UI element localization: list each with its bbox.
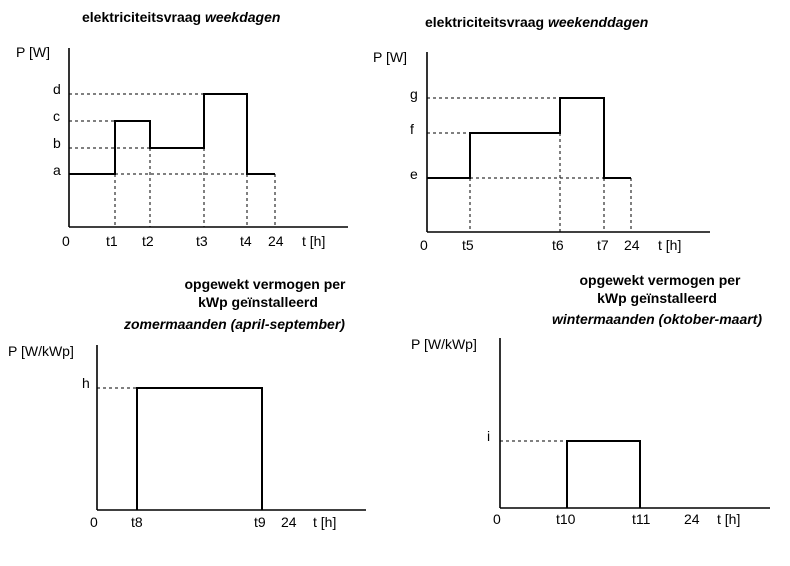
tick-24c: 24 [281, 514, 297, 530]
diagram-weekend-y-axis-label: P [W] [373, 49, 407, 65]
diagram-summer-title-line2: kWp geïnstalleerd [198, 294, 318, 310]
level-label-b: b [53, 135, 61, 151]
diagram-weekend-title-main: elektriciteitsvraag [425, 14, 548, 30]
diagram-summer-title-line1: opgewekt vermogen per [184, 276, 346, 292]
level-label-a: a [53, 162, 61, 178]
level-label-g: g [410, 86, 418, 102]
diagram-weekdays-x-axis-label: t [h] [302, 233, 325, 249]
tick-24b: 24 [624, 237, 640, 253]
tick-t11: t11 [632, 511, 651, 527]
tick-t8: t8 [131, 514, 143, 530]
tick-t2: t2 [142, 233, 154, 249]
diagram-summer-title-line3: zomermaanden (april-september) [123, 316, 345, 332]
diagram-weekdays-title: elektriciteitsvraag weekdagen [82, 9, 280, 25]
diagram-winter-title-line1: opgewekt vermogen per [579, 272, 741, 288]
diagram-summer: opgewekt vermogen per kWp geïnstalleerd … [8, 276, 366, 530]
tick-t6: t6 [552, 237, 564, 253]
diagram-weekend-title-emphasis: weekenddagen [548, 14, 648, 30]
tick-t5: t5 [462, 237, 474, 253]
generation-curve-summer [136, 387, 263, 510]
level-label-i: i [487, 428, 490, 444]
generation-curve-winter [566, 440, 641, 508]
diagram-summer-x-axis-label: t [h] [313, 514, 336, 530]
diagram-weekend-origin-label: 0 [420, 237, 428, 253]
diagram-weekend-x-axis-label: t [h] [658, 237, 681, 253]
level-label-h: h [82, 375, 90, 391]
level-label-d: d [53, 81, 61, 97]
tick-24d: 24 [684, 511, 700, 527]
level-label-c: c [53, 108, 60, 124]
tick-t3: t3 [196, 233, 208, 249]
level-label-e: e [410, 166, 418, 182]
diagram-winter: opgewekt vermogen per kWp geïnstalleerd … [411, 272, 770, 527]
level-label-f: f [410, 121, 414, 137]
diagram-weekdays-y-axis-label: P [W] [16, 44, 50, 60]
diagram-summer-origin-label: 0 [90, 514, 98, 530]
diagram-weekdays-title-emphasis: weekdagen [205, 9, 280, 25]
diagram-weekdays: elektriciteitsvraag weekdagen P [W] 0 t … [16, 9, 348, 249]
demand-curve-weekdays [69, 93, 275, 175]
tick-t4: t4 [240, 233, 252, 249]
diagram-weekdays-origin-label: 0 [62, 233, 70, 249]
diagram-weekend-title: elektriciteitsvraag weekenddagen [425, 14, 648, 30]
tick-t1: t1 [106, 233, 118, 249]
tick-t9: t9 [254, 514, 266, 530]
tick-24: 24 [268, 233, 284, 249]
tick-t7: t7 [597, 237, 609, 253]
diagram-winter-origin-label: 0 [493, 511, 501, 527]
diagram-winter-title-line3: wintermaanden (oktober-maart) [552, 311, 762, 327]
diagram-winter-x-axis-label: t [h] [717, 511, 740, 527]
diagram-winter-y-axis-label: P [W/kWp] [411, 336, 477, 352]
tick-t10: t10 [556, 511, 576, 527]
diagram-summer-y-axis-label: P [W/kWp] [8, 343, 74, 359]
demand-curve-weekend [427, 97, 631, 179]
diagram-winter-title-line2: kWp geïnstalleerd [597, 290, 717, 306]
diagram-weekdays-title-main: elektriciteitsvraag [82, 9, 205, 25]
diagram-weekend: elektriciteitsvraag weekenddagen P [W] 0… [373, 14, 710, 253]
